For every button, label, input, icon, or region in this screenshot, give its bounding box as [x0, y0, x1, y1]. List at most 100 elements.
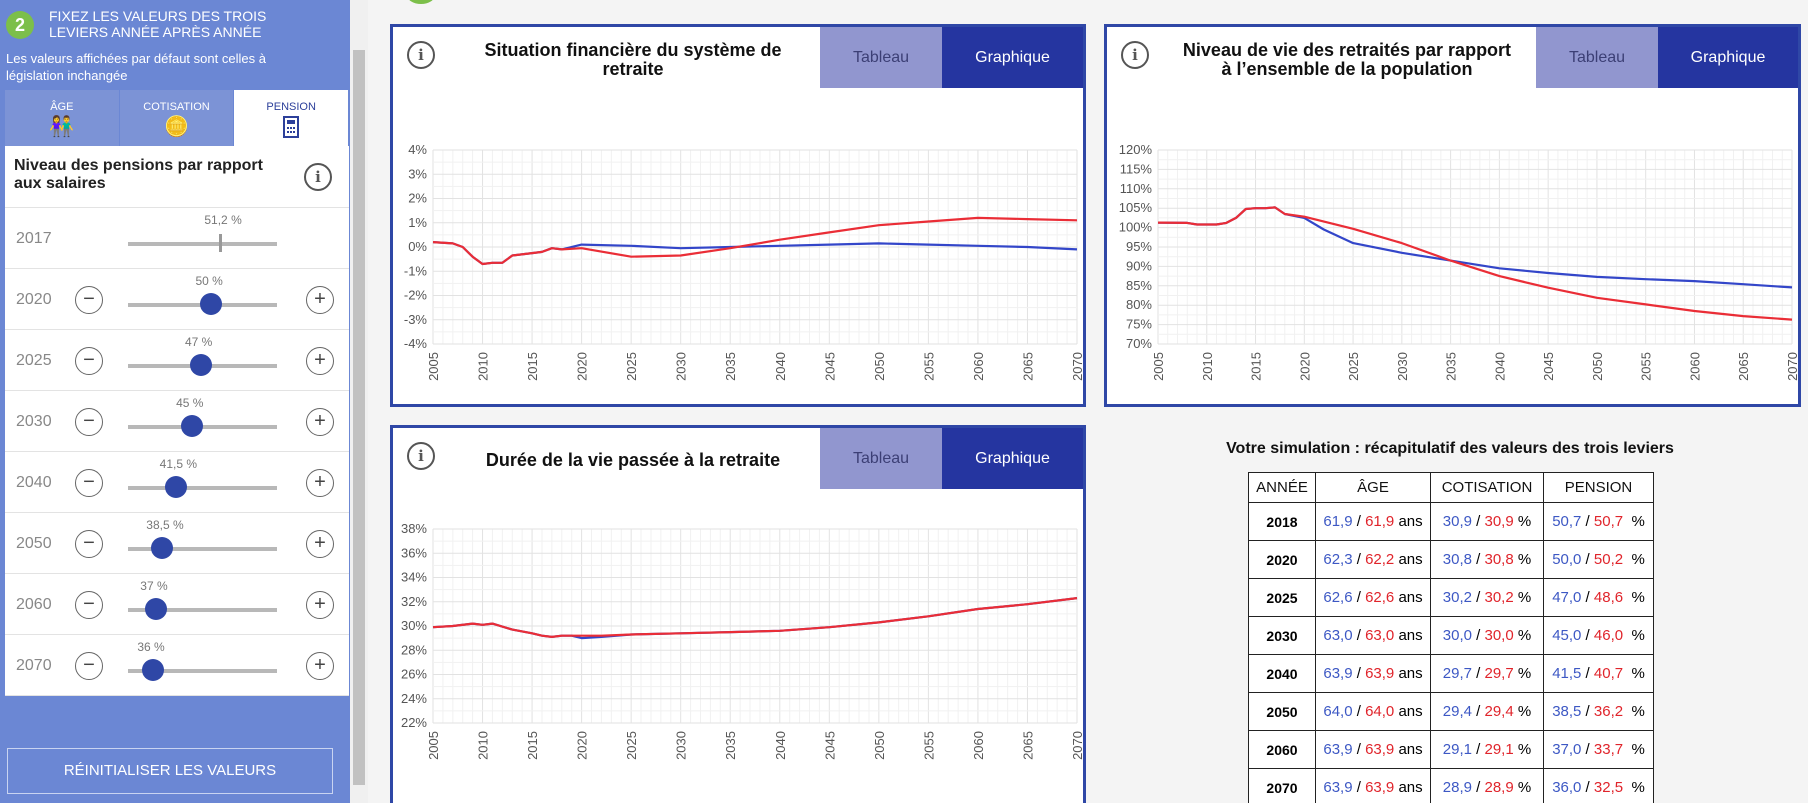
y-tick-label: 95% [1126, 239, 1152, 254]
unit-pct: % [1517, 551, 1532, 568]
decrease-button[interactable]: − [75, 286, 103, 314]
row-cotisation: 30,9 / 30,9 % [1430, 502, 1544, 541]
slider-row: 2025 47 % − + [5, 330, 349, 391]
unit-pct: % [1517, 665, 1532, 682]
slider-handle[interactable] [151, 537, 174, 559]
graphique-tab[interactable]: Graphique [942, 27, 1083, 88]
info-icon[interactable]: i [1121, 41, 1149, 69]
decrease-button[interactable]: − [75, 408, 103, 436]
graphique-tab[interactable]: Graphique [942, 428, 1083, 489]
panel-header: Niveau des pensions par rapport aux sala… [5, 146, 349, 208]
slider-track[interactable] [128, 669, 277, 673]
decrease-button[interactable]: − [75, 652, 103, 680]
y-tick-label: 38% [401, 521, 427, 536]
unit-pct: % [1631, 779, 1645, 796]
increase-button[interactable]: + [306, 286, 334, 314]
slider-handle[interactable] [164, 476, 187, 498]
age-sim: 62,2 [1365, 551, 1395, 568]
y-tick-label: -1% [404, 263, 428, 278]
age-default: 63,9 [1323, 741, 1353, 758]
slider-track[interactable] [128, 608, 277, 612]
pen-sim: 40,7 [1593, 665, 1624, 682]
decrease-button[interactable]: − [75, 591, 103, 619]
x-tick-label: 2030 [674, 352, 689, 381]
slider-handle[interactable] [145, 598, 168, 620]
row-cotisation: 29,4 / 29,4 % [1430, 692, 1544, 731]
cot-sim: 29,7 [1484, 665, 1514, 682]
unit-pct: % [1517, 703, 1532, 720]
tab-cotisation[interactable]: COTISATION 🪙 [119, 90, 235, 146]
row-cotisation: 30,8 / 30,8 % [1430, 540, 1544, 579]
decrease-button[interactable]: − [75, 530, 103, 558]
tableau-tab[interactable]: Tableau [820, 27, 942, 88]
y-tick-label: 0% [408, 239, 427, 254]
header-age: ÂGE [1315, 472, 1431, 503]
x-tick-label: 2005 [426, 352, 441, 381]
slider-handle[interactable] [190, 354, 212, 376]
x-tick-label: 2065 [1020, 352, 1035, 381]
tableau-tab[interactable]: Tableau [1536, 27, 1658, 88]
slider-value: 45 % [176, 396, 204, 410]
slider-marker [219, 234, 223, 252]
cot-sim: 30,8 [1484, 551, 1514, 568]
pen-sim: 33,7 [1593, 741, 1624, 758]
sidebar-scrollbar[interactable] [350, 0, 368, 803]
graphique-tab[interactable]: Graphique [1658, 27, 1798, 88]
cot-default: 30,9 [1442, 513, 1472, 530]
row-age: 64,0 / 64,0 ans [1315, 692, 1431, 731]
step-badge-partial [407, 0, 435, 4]
increase-button[interactable]: + [306, 530, 334, 558]
tab-pension[interactable]: PENSION [234, 90, 350, 146]
header-pension: PENSION [1543, 472, 1654, 503]
increase-button[interactable]: + [306, 347, 334, 375]
lever-tabs: ÂGE 👫 COTISATION 🪙 PENSION [5, 90, 350, 146]
scrollbar-thumb[interactable] [353, 50, 365, 785]
cot-sim: 30,9 [1484, 513, 1514, 530]
slider-track[interactable] [128, 547, 277, 551]
info-icon[interactable]: i [407, 442, 435, 470]
increase-button[interactable]: + [306, 469, 334, 497]
slider-track[interactable] [128, 242, 277, 246]
slider-handle[interactable] [142, 659, 165, 681]
slider-year: 2060 [16, 596, 52, 613]
slider-year: 2050 [16, 535, 52, 552]
cot-default: 30,2 [1442, 589, 1472, 606]
age-default: 63,0 [1323, 627, 1353, 644]
increase-button[interactable]: + [306, 408, 334, 436]
chart-card-standard-of-living: i Niveau de vie des retraités par rappor… [1104, 24, 1801, 407]
slider-row: 2050 38,5 % − + [5, 513, 349, 574]
row-year: 2040 [1248, 654, 1316, 693]
decrease-button[interactable]: − [75, 347, 103, 375]
calculator-icon [234, 116, 348, 143]
age-sim: 64,0 [1365, 703, 1395, 720]
tableau-tab[interactable]: Tableau [820, 428, 942, 489]
y-tick-label: 32% [401, 594, 427, 609]
x-tick-label: 2025 [624, 352, 639, 381]
slider-value: 37 % [140, 579, 168, 593]
x-tick-label: 2055 [1639, 352, 1654, 381]
info-icon[interactable]: i [407, 41, 435, 69]
x-tick-label: 2040 [773, 352, 788, 381]
slider-year: 2070 [16, 657, 52, 674]
unit-pct: % [1517, 779, 1532, 796]
slider-value: 38,5 % [146, 518, 184, 532]
increase-button[interactable]: + [306, 652, 334, 680]
decrease-button[interactable]: − [75, 469, 103, 497]
tab-pension-label: PENSION [266, 101, 316, 113]
increase-button[interactable]: + [306, 591, 334, 619]
age-sim: 61,9 [1365, 513, 1395, 530]
tab-age[interactable]: ÂGE 👫 [5, 90, 120, 146]
x-tick-label: 2015 [1249, 352, 1264, 381]
pen-default: 50,7 [1552, 513, 1582, 530]
slider-handle[interactable] [181, 415, 204, 437]
row-pension: 45,0 / 46,0 % [1543, 616, 1654, 655]
slider-track[interactable] [128, 486, 277, 490]
age-sim: 62,6 [1365, 589, 1395, 606]
unit-pct: % [1631, 513, 1645, 530]
info-icon[interactable]: i [304, 163, 332, 191]
y-tick-label: 100% [1119, 220, 1153, 235]
reset-values-button[interactable]: RÉINITIALISER LES VALEURS [7, 748, 333, 794]
slider-handle[interactable] [200, 293, 223, 315]
unit-ans: ans [1398, 589, 1423, 606]
unit-pct: % [1631, 665, 1645, 682]
